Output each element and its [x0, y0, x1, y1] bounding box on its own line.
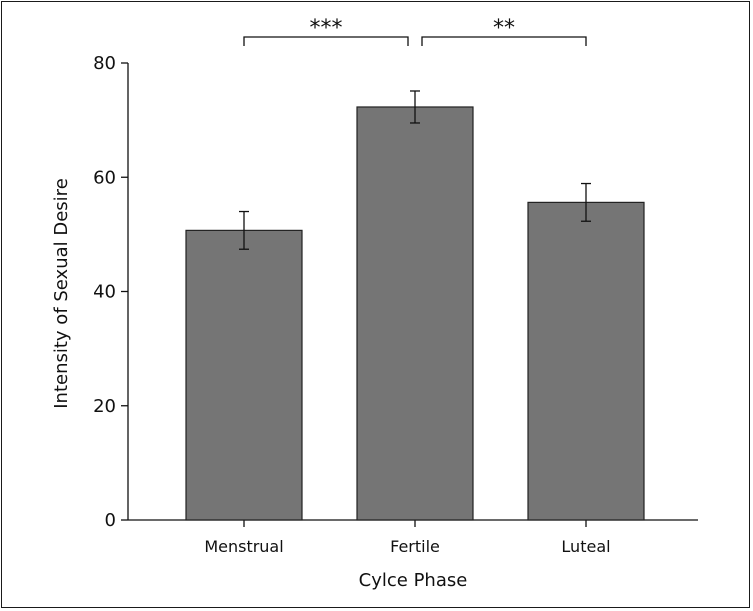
significance-label-0: ***: [310, 16, 343, 41]
y-tick-label-2: 40: [93, 282, 116, 303]
y-tick-label-1: 20: [93, 396, 116, 417]
bar-luteal: [527, 201, 645, 521]
bar-fertile: [356, 106, 474, 521]
x-tick-label-fertile: Fertile: [390, 537, 440, 556]
error-bars: [239, 90, 591, 250]
x-tick-label-menstrual: Menstrual: [204, 537, 283, 556]
significance-bracket-0: [243, 36, 409, 46]
significance-bracket-1: [421, 36, 587, 46]
significance-label-1: **: [493, 16, 515, 41]
y-tick-label-0: 0: [105, 510, 116, 531]
bar-menstrual: [185, 229, 303, 521]
y-axis-title: Intensity of Sexual Desire: [51, 178, 72, 409]
x-tick-label-luteal: Luteal: [561, 537, 610, 556]
y-tick-label-3: 60: [93, 167, 116, 188]
bars: [185, 106, 645, 521]
y-tick-label-4: 80: [93, 53, 116, 74]
x-axis-title: Cylce Phase: [359, 570, 468, 591]
significance-brackets: *** **: [243, 16, 587, 46]
